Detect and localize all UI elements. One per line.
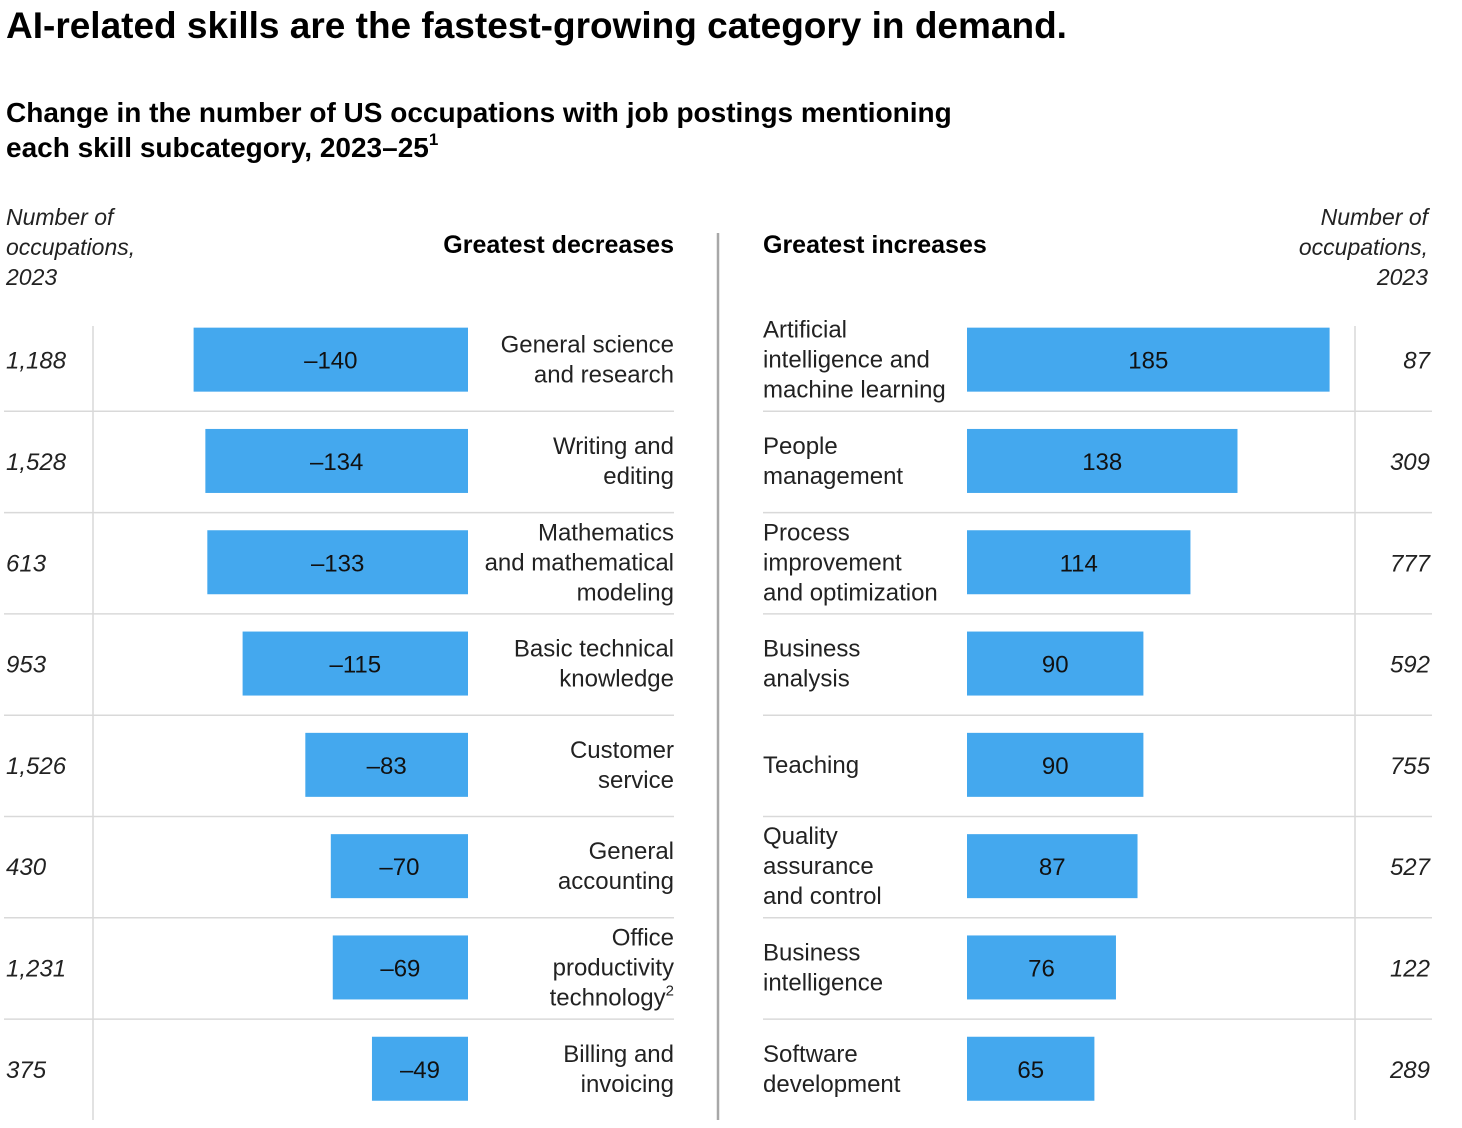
increase-bar-value-label: 138 — [1082, 449, 1122, 476]
increase-count-2023: 87 — [1403, 348, 1431, 375]
decrease-category-label-line-1: General — [589, 838, 674, 865]
increase-category-label-line-1: Software — [763, 1041, 858, 1068]
decrease-category-label-line-1: Mathematics — [538, 519, 674, 546]
decrease-count-2023: 375 — [6, 1057, 47, 1084]
decrease-category-label-line-2: editing — [603, 463, 674, 490]
increase-category-label-line-2: intelligence — [763, 969, 883, 996]
decrease-count-2023: 1,528 — [6, 449, 67, 476]
increase-bar-value-label: 90 — [1042, 652, 1069, 679]
increase-category-label-line-3: and control — [763, 883, 882, 910]
increase-count-2023: 777 — [1390, 550, 1432, 577]
decrease-category-label-line-2: and research — [534, 362, 674, 389]
decrease-bar-value-label: –134 — [310, 449, 363, 476]
decrease-bar — [371, 1036, 468, 1101]
increase-count-2023: 592 — [1390, 652, 1430, 679]
decrease-count-2023: 430 — [6, 854, 47, 881]
increase-category-label-line-2: management — [763, 463, 903, 490]
decrease-category-label-line-1: Writing and — [553, 433, 674, 460]
chart-subtitle-line-1: Change in the number of US occupations w… — [6, 97, 952, 128]
increase-category-label-line-1: Business — [763, 636, 860, 663]
decrease-category-label-footnote: 2 — [666, 982, 674, 999]
decreases-panel-title: Greatest decreases — [443, 231, 674, 259]
increase-category-label-line-3: machine learning — [763, 377, 946, 404]
subtitle-footnote: 1 — [429, 130, 438, 149]
increase-category-label-line-2: intelligence and — [763, 347, 930, 374]
decrease-bar — [242, 631, 468, 696]
decrease-bar — [193, 327, 468, 392]
increase-bar — [967, 327, 1330, 392]
increase-count-2023: 527 — [1390, 854, 1432, 881]
increase-bar-value-label: 90 — [1042, 753, 1069, 780]
decrease-category-label-line-2: productivity — [553, 954, 674, 981]
decrease-bar-value-label: –69 — [380, 955, 420, 982]
increase-count-2023: 289 — [1389, 1057, 1430, 1084]
decrease-count-2023: 613 — [6, 550, 47, 577]
decrease-category-label-line-1: Basic technical — [514, 636, 674, 663]
increase-bar — [967, 631, 1144, 696]
increase-category-label-line-1: Business — [763, 939, 860, 966]
decrease-count-2023: 953 — [6, 652, 47, 679]
decrease-bar — [207, 530, 468, 595]
decrease-category-label-line-1: Billing and — [563, 1041, 674, 1068]
increase-bar — [967, 834, 1138, 899]
increase-category-label-line-1: Teaching — [763, 752, 859, 779]
decrease-bar-value-label: –133 — [311, 550, 364, 577]
increase-category-label-line-2: development — [763, 1071, 901, 1098]
increase-bar-value-label: 76 — [1028, 955, 1055, 982]
count-header-right-line-3: 2023 — [1376, 264, 1428, 290]
count-header-right-line-2: occupations, — [1299, 234, 1428, 260]
decrease-category-label-line-2: service — [598, 767, 674, 794]
decrease-count-2023: 1,231 — [6, 955, 66, 982]
increase-count-2023: 755 — [1390, 753, 1431, 780]
decrease-bar — [205, 428, 469, 493]
decrease-category-label-line-2: and mathematical — [485, 549, 674, 576]
chart-title: AI-related skills are the fastest-growin… — [6, 5, 1067, 46]
increases-panel-title: Greatest increases — [763, 231, 987, 259]
decrease-bar-value-label: –49 — [400, 1057, 440, 1084]
decrease-bar-value-label: –83 — [367, 753, 407, 780]
increase-category-label-line-1: Artificial — [763, 317, 847, 344]
decrease-category-label-line-1: Customer — [570, 737, 674, 764]
decrease-bar-value-label: –115 — [329, 652, 381, 679]
increase-category-label-line-1: Quality — [763, 823, 838, 850]
increase-bar-value-label: 65 — [1017, 1057, 1044, 1084]
decrease-bar — [305, 732, 468, 797]
count-header-left-line-2: occupations, — [6, 234, 135, 260]
increase-category-label-line-3: and optimization — [763, 579, 938, 606]
decrease-category-label-line-1: Office — [612, 924, 674, 951]
increase-bar-value-label: 87 — [1039, 854, 1066, 881]
decrease-category-label-line-3: technology2 — [550, 982, 674, 1011]
increase-bar — [967, 1036, 1095, 1101]
decrease-category-label-line-1: General science — [501, 332, 674, 359]
decrease-bar-value-label: –140 — [304, 348, 357, 375]
increase-bar — [967, 935, 1116, 1000]
increase-bar — [967, 530, 1191, 595]
increase-bar — [967, 428, 1238, 493]
decrease-count-2023: 1,188 — [6, 348, 67, 375]
decrease-bar — [332, 935, 468, 1000]
increase-bar-value-label: 114 — [1060, 550, 1098, 577]
decrease-count-2023: 1,526 — [6, 753, 67, 780]
increase-category-label-line-1: Process — [763, 519, 850, 546]
decrease-bar — [330, 834, 468, 899]
decrease-category-label-line-2: accounting — [558, 868, 674, 895]
count-header-left-line-1: Number of — [6, 204, 116, 230]
increase-category-label-line-2: improvement — [763, 549, 902, 576]
decrease-category-label-line-2: knowledge — [559, 666, 674, 693]
increase-bar — [967, 732, 1144, 797]
decrease-bar-value-label: –70 — [379, 854, 419, 881]
increase-count-2023: 309 — [1390, 449, 1430, 476]
decrease-category-label-line-2: invoicing — [581, 1071, 674, 1098]
chart-subtitle-line-2: each skill subcategory, 2023–251 — [6, 130, 438, 163]
count-header-left-line-3: 2023 — [5, 264, 57, 290]
increase-category-label-line-2: analysis — [763, 666, 850, 693]
decrease-category-label-line-3: modeling — [577, 579, 674, 606]
count-header-right-line-1: Number of — [1321, 204, 1431, 230]
increase-category-label-line-2: assurance — [763, 853, 874, 880]
increase-count-2023: 122 — [1390, 955, 1430, 982]
increase-bar-value-label: 185 — [1128, 348, 1168, 375]
increase-category-label-line-1: People — [763, 433, 838, 460]
